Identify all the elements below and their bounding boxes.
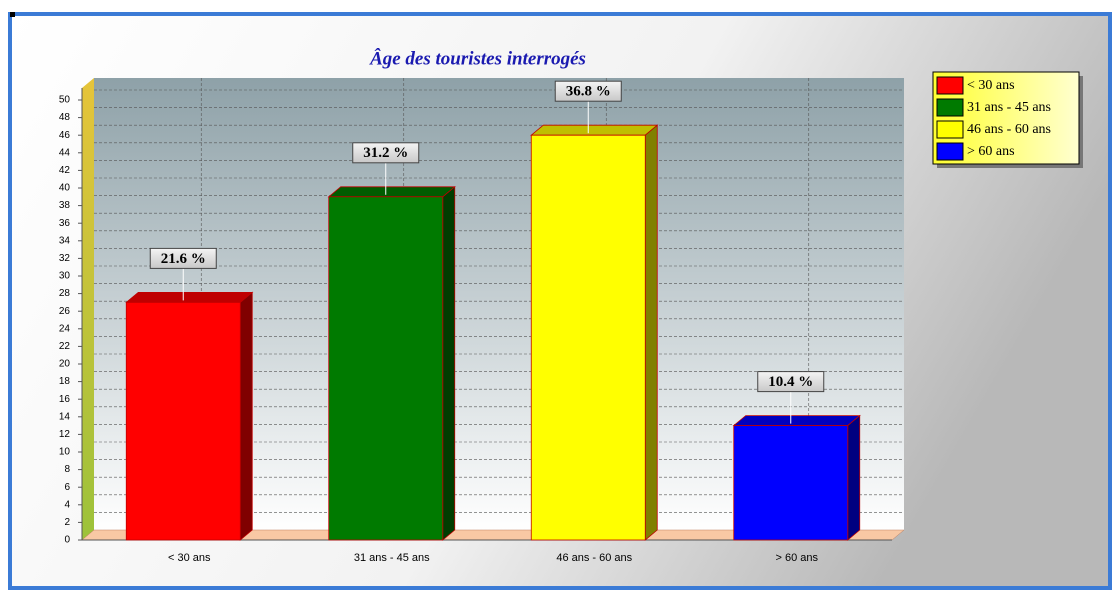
- bar-side: [644, 124, 658, 541]
- bar-side: [442, 185, 456, 541]
- x-tick-label: < 30 ans: [168, 552, 211, 564]
- y-tick-label: 0: [64, 535, 70, 546]
- y-tick-label: 2: [64, 517, 70, 528]
- bar: [733, 425, 849, 541]
- x-tick-label: 31 ans - 45 ans: [354, 552, 430, 564]
- y-tick-label: 32: [59, 253, 71, 264]
- data-label: 21.6 %: [161, 251, 206, 267]
- y-tick-label: 46: [59, 130, 71, 141]
- x-tick-label: 46 ans - 60 ans: [556, 552, 632, 564]
- legend-label: > 60 ans: [967, 144, 1015, 159]
- legend-swatch: [936, 76, 964, 95]
- data-label-box: [757, 371, 825, 393]
- y-tick-label: 22: [59, 341, 71, 352]
- y-tick-label: 4: [64, 499, 70, 510]
- y-tick-label: 18: [59, 376, 71, 387]
- legend-swatch: [936, 98, 964, 117]
- bar-side: [239, 291, 253, 541]
- bar-top: [125, 291, 254, 303]
- bar-top: [530, 124, 659, 136]
- legend-swatch: [936, 120, 964, 139]
- y-tick-label: 30: [59, 271, 71, 282]
- y-tick-label: 8: [64, 464, 70, 475]
- bar-top: [732, 415, 861, 427]
- bar: [530, 134, 646, 541]
- y-tick-label: 40: [59, 183, 71, 194]
- data-label-box: [554, 80, 622, 102]
- y-tick-label: 6: [64, 482, 70, 493]
- corner: [10, 12, 15, 17]
- x-tick-label: > 60 ans: [775, 552, 818, 564]
- y-tick-label: 36: [59, 218, 71, 229]
- y-tick-label: 44: [59, 147, 71, 158]
- legend-swatch: [936, 142, 964, 161]
- y-tick-label: 12: [59, 429, 71, 440]
- legend-label: < 30 ans: [967, 78, 1015, 93]
- side-wall: [82, 78, 94, 540]
- y-tick-label: 48: [59, 112, 71, 123]
- chart-title: Âge des touristes interrogés: [369, 47, 586, 69]
- legend-label: 46 ans - 60 ans: [967, 122, 1051, 137]
- data-label-box: [352, 142, 420, 164]
- bar: [125, 301, 241, 541]
- y-tick-label: 38: [59, 200, 71, 211]
- bar: [328, 196, 444, 541]
- data-label: 10.4 %: [768, 374, 813, 390]
- legend-label: 31 ans - 45 ans: [967, 100, 1051, 115]
- y-tick-label: 24: [59, 323, 71, 334]
- y-tick-label: 50: [59, 95, 71, 106]
- y-tick-label: 42: [59, 165, 71, 176]
- y-tick-label: 26: [59, 306, 71, 317]
- bar-top: [327, 186, 456, 198]
- data-label: 36.8 %: [566, 84, 611, 100]
- y-tick-label: 28: [59, 288, 71, 299]
- y-tick-label: 14: [59, 411, 71, 422]
- y-tick-label: 10: [59, 447, 71, 458]
- y-tick-label: 16: [59, 394, 71, 405]
- data-label: 31.2 %: [363, 145, 408, 161]
- y-tick-label: 34: [59, 235, 71, 246]
- bar-side: [847, 414, 861, 541]
- y-tick-label: 20: [59, 359, 71, 370]
- data-label-box: [149, 247, 217, 269]
